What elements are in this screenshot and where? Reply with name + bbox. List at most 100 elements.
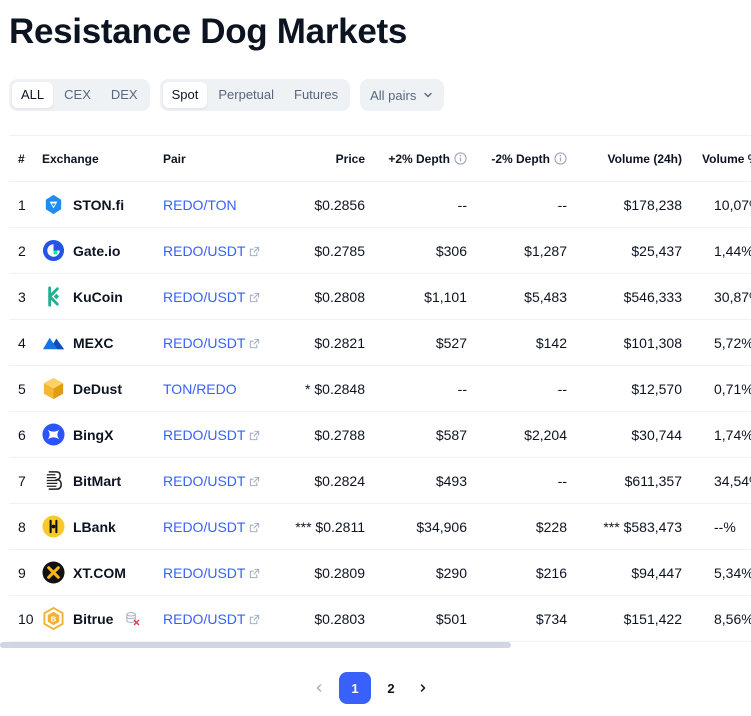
pair-link[interactable]: REDO/USDT (163, 564, 246, 581)
pair-cell[interactable]: REDO/USDT (162, 412, 267, 458)
row-number: 9 (18, 564, 26, 581)
horizontal-scrollbar[interactable] (0, 642, 511, 648)
exchange-cell[interactable]: XT.COM (42, 550, 162, 596)
tab-cex[interactable]: CEX (64, 87, 91, 102)
chevron-down-icon (424, 92, 433, 98)
tab-perpetual[interactable]: Perpetual (218, 87, 275, 102)
exchange-name[interactable]: Gate.io (73, 242, 121, 259)
exchange-name[interactable]: BingX (73, 426, 114, 443)
market-type-tabs: Spot Perpetual Futures (159, 79, 351, 111)
exchange-cell[interactable]: DeDust (42, 366, 162, 412)
database-warning-icon[interactable] (125, 611, 140, 626)
table-row[interactable]: 2 Gate.io REDO/USDT $0.2785 $306 $1,287 $25,43… (9, 228, 751, 274)
xtcom-logo (42, 561, 65, 584)
exchange-name[interactable]: STON.fi (73, 196, 125, 213)
volume-cell: $94,447 (631, 564, 682, 581)
table-row[interactable]: 1 STON.fi REDO/TON $0.2856 -- -- $178,238 10,07… (9, 182, 751, 228)
header-num[interactable]: # (18, 151, 25, 166)
info-icon[interactable] (454, 151, 467, 165)
plus-depth-cell: $290 (435, 564, 467, 581)
header-exchange[interactable]: Exchange (42, 151, 99, 166)
pair-link[interactable]: REDO/TON (163, 196, 237, 213)
pair-link[interactable]: REDO/USDT (163, 242, 246, 259)
header-plus-depth[interactable]: +2% Depth (365, 136, 467, 182)
pairs-dropdown[interactable]: All pairs (360, 79, 445, 111)
table-row[interactable]: 4 MEXC REDO/USDT $0.2821 $527 $142 $101,308 5,7… (9, 320, 751, 366)
pairs-dropdown-label: All pairs (370, 87, 417, 103)
row-number: 7 (18, 472, 26, 489)
tab-all[interactable]: ALL (12, 82, 54, 108)
external-link-icon (250, 430, 260, 440)
header-price[interactable]: Price (335, 151, 365, 166)
exchange-cell[interactable]: KuCoin (42, 274, 162, 320)
pair-cell[interactable]: REDO/USDT (162, 550, 267, 596)
pair-cell[interactable]: TON/REDO (162, 366, 267, 412)
pair-cell[interactable]: REDO/USDT (162, 596, 267, 642)
table-row[interactable]: 5 DeDust TON/REDO * $0.2848 -- -- $12,570 0,71% (9, 366, 751, 412)
exchange-cell[interactable]: Gate.io (42, 228, 162, 274)
exchange-name[interactable]: Bitrue (73, 610, 114, 627)
tab-spot[interactable]: Spot (162, 82, 208, 108)
exchange-cell[interactable]: MEXC (42, 320, 162, 366)
price-cell: * $0.2848 (305, 380, 365, 397)
prev-page-button[interactable] (307, 672, 331, 704)
minus-depth-cell: -- (557, 472, 567, 489)
exchange-name[interactable]: MEXC (73, 334, 114, 351)
table-row[interactable]: 10 B Bitrue REDO/USDT $0.2803 $501 $734 $151,42… (9, 596, 751, 642)
exchange-cell[interactable]: BitMart (42, 458, 162, 504)
tab-dex[interactable]: DEX (110, 87, 138, 102)
header-minus-depth[interactable]: -2% Depth (467, 136, 567, 182)
table-row[interactable]: 6 BingX REDO/USDT $0.2788 $587 $2,204 $30,744 1… (9, 412, 751, 458)
pair-cell[interactable]: REDO/USDT (162, 228, 267, 274)
table-row[interactable]: 3 KuCoin REDO/USDT $0.2808 $1,101 $5,483 $546,… (9, 274, 751, 320)
table-row[interactable]: 7 BitMart REDO/USDT $0.2824 $493 -- $611,357 34… (9, 458, 751, 504)
plus-depth-cell: $527 (435, 334, 467, 351)
exchange-cell[interactable]: LBank (42, 504, 162, 550)
header-pair[interactable]: Pair (163, 151, 186, 166)
table-row[interactable]: 9 XT.COM REDO/USDT $0.2809 $290 $216 $94,447 5,… (9, 550, 751, 596)
table-row[interactable]: 8 LBank REDO/USDT *** $0.2811 $34,906 $228 ***… (9, 504, 751, 550)
pair-link[interactable]: REDO/USDT (163, 334, 246, 351)
info-icon[interactable] (554, 151, 567, 165)
pair-cell[interactable]: REDO/USDT (162, 458, 267, 504)
pair-cell[interactable]: REDO/USDT (162, 504, 267, 550)
exchange-name[interactable]: KuCoin (73, 288, 123, 305)
header-volume-pct[interactable]: Volume % (702, 151, 751, 166)
pair-cell[interactable]: REDO/USDT (162, 320, 267, 366)
pair-link[interactable]: REDO/USDT (163, 472, 246, 489)
exchange-name[interactable]: LBank (73, 518, 116, 535)
pair-cell[interactable]: REDO/USDT (162, 274, 267, 320)
next-page-button[interactable] (411, 672, 435, 704)
header-volume-24h[interactable]: Volume (24h) (607, 151, 682, 166)
pair-link[interactable]: REDO/USDT (163, 288, 246, 305)
external-link-icon (250, 246, 260, 256)
exchange-name[interactable]: XT.COM (73, 564, 126, 581)
table-header-row: # Exchange Pair Price +2% Depth -2% Dept… (9, 135, 751, 182)
exchange-name[interactable]: DeDust (73, 380, 123, 397)
exchange-cell[interactable]: B Bitrue (42, 596, 162, 642)
row-number: 5 (18, 380, 26, 397)
bingx-logo (42, 423, 65, 446)
pair-cell[interactable]: REDO/TON (162, 182, 267, 228)
minus-depth-cell: $228 (535, 518, 567, 535)
exchange-cell[interactable]: STON.fi (42, 182, 162, 228)
tab-futures[interactable]: Futures (294, 87, 339, 102)
pair-link[interactable]: REDO/USDT (163, 426, 246, 443)
price-cell: $0.2809 (314, 564, 365, 581)
pair-link[interactable]: TON/REDO (163, 380, 237, 397)
volume-pct-cell: 0,71% (714, 380, 751, 397)
page-1-button[interactable]: 1 (339, 672, 371, 704)
pair-link[interactable]: REDO/USDT (163, 518, 246, 535)
stonfi-logo (42, 193, 65, 216)
page-2-button[interactable]: 2 (387, 680, 395, 696)
external-link-icon (250, 568, 260, 578)
row-number: 3 (18, 288, 26, 305)
external-link-icon (250, 292, 260, 302)
markets-table-container[interactable]: # Exchange Pair Price +2% Depth -2% Dept… (9, 135, 751, 643)
page-title: Resistance Dog Markets (9, 12, 408, 51)
lbank-logo (42, 515, 65, 538)
external-link-icon (250, 476, 260, 486)
exchange-name[interactable]: BitMart (73, 472, 122, 489)
exchange-cell[interactable]: BingX (42, 412, 162, 458)
pair-link[interactable]: REDO/USDT (163, 610, 246, 627)
